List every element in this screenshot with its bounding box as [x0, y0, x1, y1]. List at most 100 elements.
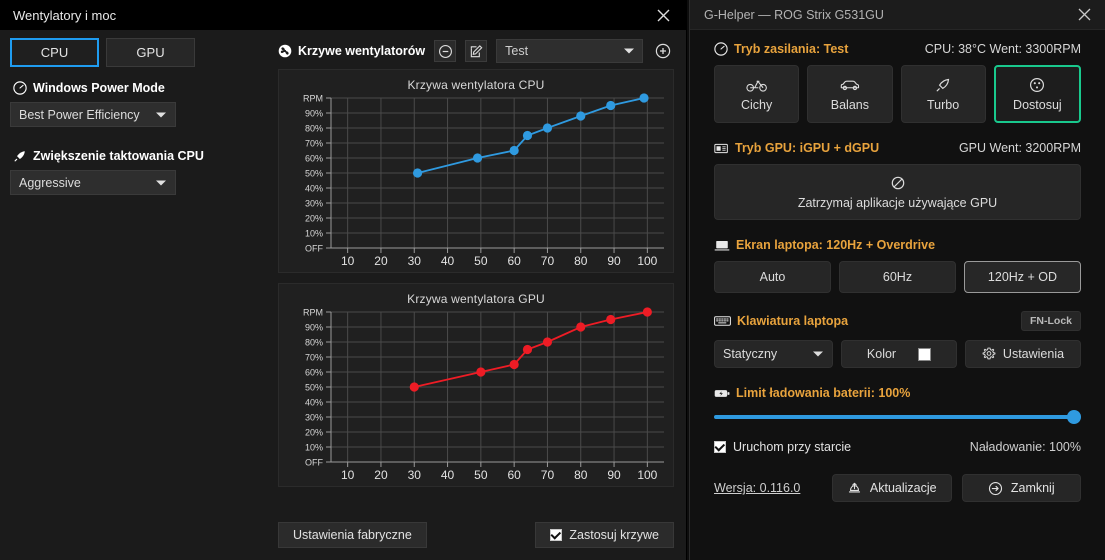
windows-power-mode-label: Windows Power Mode	[33, 81, 165, 95]
fan-curves-footer: Ustawienia fabryczne Zastosuj krzywe	[266, 510, 686, 560]
svg-text:50: 50	[474, 468, 488, 482]
kill-gpu-apps-button[interactable]: Zatrzymaj aplikacje używające GPU	[714, 164, 1081, 220]
svg-text:70: 70	[541, 468, 555, 482]
svg-text:30: 30	[408, 468, 422, 482]
refresh-rate-auto-label: Auto	[759, 270, 786, 284]
svg-text:40%: 40%	[305, 184, 323, 194]
svg-text:OFF: OFF	[305, 244, 323, 254]
gpu-status-readout: GPU Went: 3200RPM	[958, 141, 1081, 155]
apply-curves-checkbox[interactable]	[550, 529, 563, 541]
tab-cpu[interactable]: CPU	[10, 38, 99, 67]
keyboard-controls-row: Statyczny Kolor	[714, 340, 1081, 368]
keyboard-section: Klawiatura laptopa FN-Lock Statyczny Kol…	[714, 311, 1081, 368]
svg-text:80: 80	[574, 468, 588, 482]
update-icon	[847, 481, 862, 495]
apply-curves-label: Zastosuj krzywe	[569, 528, 659, 542]
cpu-boost-dropdown[interactable]: Aggressive	[10, 170, 176, 195]
ghelper-titlebar: G-Helper — ROG Strix G531GU	[690, 0, 1105, 30]
close-icon[interactable]	[1063, 0, 1105, 30]
svg-text:RPM: RPM	[303, 94, 323, 104]
refresh-rate-auto-button[interactable]: Auto	[714, 261, 831, 293]
svg-text:60: 60	[507, 254, 521, 268]
left-window-title: Wentylatory i moc	[13, 7, 117, 23]
keyboard-color-label: Kolor	[866, 347, 897, 361]
windows-power-mode-dropdown[interactable]: Best Power Efficiency	[10, 102, 176, 127]
edit-square-icon[interactable]	[465, 40, 488, 62]
fan-profile-select[interactable]: Test	[496, 39, 643, 63]
svg-text:10: 10	[341, 254, 355, 268]
refresh-rate-120hz-od-button[interactable]: 120Hz + OD	[964, 261, 1081, 293]
svg-text:20: 20	[374, 468, 388, 482]
chevron-down-icon	[156, 112, 166, 117]
updates-label: Aktualizacje	[869, 481, 937, 495]
exit-button[interactable]: Zamknij	[961, 474, 1081, 502]
power-mode-buttons: Cichy Balans	[714, 65, 1081, 123]
keyboard-settings-button[interactable]: Ustawienia	[965, 340, 1081, 368]
autostart-label: Uruchom przy starcie	[733, 440, 852, 454]
power-mode-custom-label: Dostosuj	[1013, 97, 1062, 112]
exit-icon	[988, 481, 1003, 496]
power-mode-custom-button[interactable]: Dostosuj	[993, 65, 1081, 123]
cpu-fan-curve-chart[interactable]: Krzywa wentylatora CPU OFF 10% 20% 30% 40% 50…	[278, 69, 674, 273]
power-mode-balanced-button[interactable]: Balans	[807, 65, 893, 123]
left-window-titlebar: Wentylatory i moc	[0, 0, 686, 30]
svg-text:70%: 70%	[305, 353, 323, 363]
svg-text:100: 100	[637, 468, 657, 482]
cpu-boost-header: Zwiększenie taktowania CPU	[13, 149, 256, 163]
version-link[interactable]: Wersja: 0.116.0	[714, 481, 801, 495]
ghelper-title: G-Helper — ROG Strix G531GU	[704, 7, 884, 22]
cpu-chart-title: Krzywa wentylatora CPU	[407, 78, 545, 92]
cpu-gpu-tabs: CPU GPU	[10, 38, 256, 67]
laptop-screen-icon	[714, 239, 730, 252]
gpu-card-icon	[714, 142, 729, 155]
svg-text:90%: 90%	[305, 323, 323, 333]
gauge-icon	[714, 42, 728, 56]
svg-text:20: 20	[374, 254, 388, 268]
apply-curves-button[interactable]: Zastosuj krzywe	[535, 522, 674, 548]
close-icon[interactable]	[640, 0, 686, 30]
refresh-rate-60hz-button[interactable]: 60Hz	[839, 261, 956, 293]
custom-fan-icon	[1028, 77, 1046, 93]
svg-text:90: 90	[607, 254, 621, 268]
svg-text:20%: 20%	[305, 214, 323, 224]
autostart-checkbox-box[interactable]	[714, 441, 726, 453]
battery-slider-thumb[interactable]	[1067, 410, 1081, 424]
svg-text:10%: 10%	[305, 443, 323, 453]
laptop-screen-label: Ekran laptopa: 120Hz + Overdrive	[736, 238, 936, 252]
fan-profile-value: Test	[505, 44, 529, 58]
keyboard-color-swatch[interactable]	[918, 347, 932, 361]
chevron-down-icon	[156, 180, 166, 185]
tab-cpu-label: CPU	[40, 45, 69, 60]
power-mode-silent-label: Cichy	[740, 97, 773, 112]
plus-circle-icon[interactable]	[652, 40, 674, 62]
battery-limit-slider[interactable]	[714, 408, 1081, 426]
ghelper-footer: Wersja: 0.116.0 Aktualizacje	[714, 474, 1081, 502]
autostart-checkbox[interactable]: Uruchom przy starcie	[714, 440, 851, 454]
svg-text:40%: 40%	[305, 398, 323, 408]
power-mode-silent-button[interactable]: Cichy	[714, 65, 800, 123]
exit-label: Zamknij	[1010, 481, 1055, 495]
updates-button[interactable]: Aktualizacje	[832, 474, 952, 502]
rocket-icon	[934, 77, 952, 93]
fan-curves-label: Krzywe wentylatorów	[298, 44, 426, 58]
svg-text:20%: 20%	[305, 428, 323, 438]
gpu-fan-curve-chart[interactable]: Krzywa wentylatora GPU OFF 10% 20% 30% 40% 50…	[278, 283, 674, 487]
minus-circle-icon[interactable]	[434, 40, 457, 62]
keyboard-color-button[interactable]: Kolor	[841, 340, 957, 368]
power-mode-turbo-button[interactable]: Turbo	[900, 65, 986, 123]
fan-curves-title: Krzywe wentylatorów	[278, 44, 425, 58]
power-mode-header-row: Tryb zasilania: Test CPU: 38°C Went: 330…	[714, 42, 1081, 56]
keyboard-mode-dropdown[interactable]: Statyczny	[714, 340, 833, 368]
power-mode-label: Tryb zasilania: Test	[734, 42, 849, 56]
rocket-icon	[13, 149, 27, 163]
svg-text:100: 100	[637, 254, 657, 268]
kill-gpu-apps-label: Zatrzymaj aplikacje używające GPU	[797, 195, 998, 210]
factory-settings-button[interactable]: Ustawienia fabryczne	[278, 522, 427, 548]
fn-lock-badge[interactable]: FN-Lock	[1021, 311, 1081, 331]
keyboard-mode-value: Statyczny	[723, 347, 778, 361]
tab-gpu[interactable]: GPU	[106, 38, 195, 67]
svg-text:RPM: RPM	[303, 308, 323, 318]
cpu-status-readout: CPU: 38°C Went: 3300RPM	[924, 42, 1081, 56]
power-mode-balanced-label: Balans	[830, 97, 869, 112]
